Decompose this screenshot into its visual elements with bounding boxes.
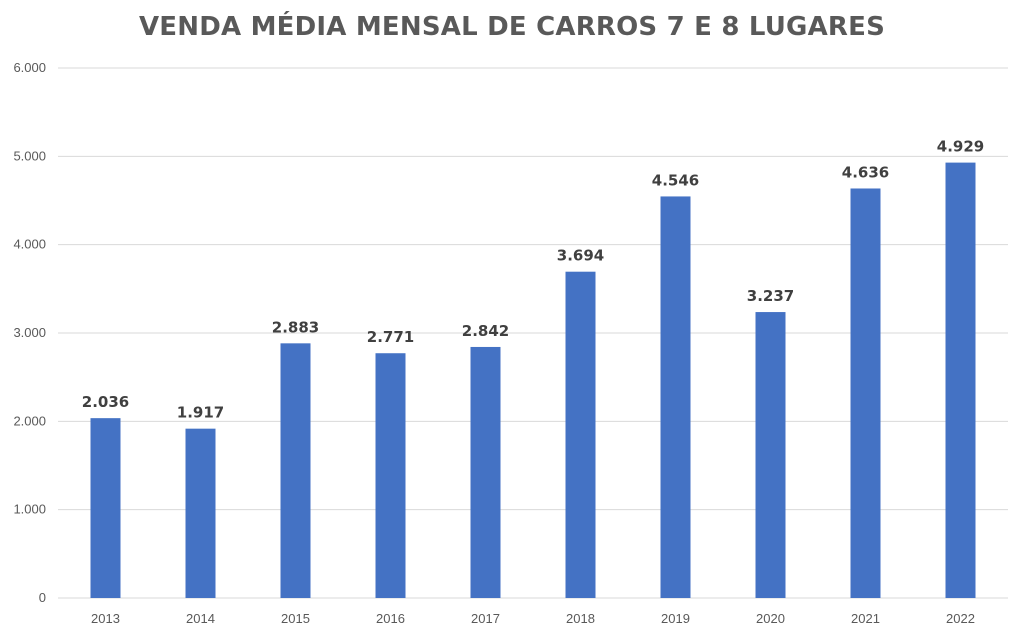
data-labels: 2.036 1.917 2.883 2.771 2.842 3.694 4.546 3.237… bbox=[82, 138, 984, 422]
x-tick-label-2018: 2018 bbox=[566, 611, 595, 626]
bar-2018 bbox=[565, 271, 596, 598]
data-label-2020: 3.237 bbox=[747, 287, 794, 305]
x-tick-label-2016: 2016 bbox=[376, 611, 405, 626]
bar-2021 bbox=[850, 188, 881, 598]
bar-2020 bbox=[755, 312, 786, 598]
data-label-2015: 2.883 bbox=[272, 318, 319, 336]
y-tick-label: 5.000 bbox=[13, 148, 46, 163]
data-label-2018: 3.694 bbox=[557, 247, 604, 265]
data-label-2013: 2.036 bbox=[82, 393, 129, 411]
data-label-2016: 2.771 bbox=[367, 328, 414, 346]
bar-2014 bbox=[185, 428, 216, 598]
x-tick-label-2013: 2013 bbox=[91, 611, 120, 626]
x-tick-label-2020: 2020 bbox=[756, 611, 785, 626]
bar-2019 bbox=[660, 196, 691, 599]
data-label-2019: 4.546 bbox=[652, 171, 699, 189]
bar-2015 bbox=[280, 343, 311, 598]
y-axis-ticks: 0 1.000 2.000 3.000 4.000 5.000 6.000 bbox=[13, 60, 46, 605]
data-label-2017: 2.842 bbox=[462, 322, 509, 340]
y-tick-label: 6.000 bbox=[13, 60, 46, 75]
x-tick-label-2019: 2019 bbox=[661, 611, 690, 626]
y-tick-label: 1.000 bbox=[13, 502, 46, 517]
data-label-2014: 1.917 bbox=[177, 404, 224, 422]
chart-title: VENDA MÉDIA MENSAL DE CARROS 7 E 8 LUGAR… bbox=[138, 12, 886, 42]
gridlines bbox=[58, 67, 1008, 599]
y-tick-label: 0 bbox=[39, 590, 46, 605]
bars bbox=[90, 162, 976, 599]
data-label-2021: 4.636 bbox=[842, 163, 889, 181]
bar-2017 bbox=[470, 346, 501, 598]
x-axis-ticks: 2013 2014 2015 2016 2017 2018 2019 2020 2021 2022 bbox=[91, 611, 975, 626]
x-tick-label-2015: 2015 bbox=[281, 611, 310, 626]
y-tick-label: 2.000 bbox=[13, 413, 46, 428]
bar-2016 bbox=[375, 353, 406, 598]
x-tick-label-2017: 2017 bbox=[471, 611, 500, 626]
x-tick-label-2022: 2022 bbox=[946, 611, 975, 626]
y-tick-label: 3.000 bbox=[13, 325, 46, 340]
x-tick-label-2014: 2014 bbox=[186, 611, 215, 626]
bar-2022 bbox=[945, 162, 976, 599]
data-label-2022: 4.929 bbox=[937, 138, 984, 156]
x-tick-label-2021: 2021 bbox=[851, 611, 880, 626]
y-tick-label: 4.000 bbox=[13, 237, 46, 252]
bar-2013 bbox=[90, 418, 121, 598]
